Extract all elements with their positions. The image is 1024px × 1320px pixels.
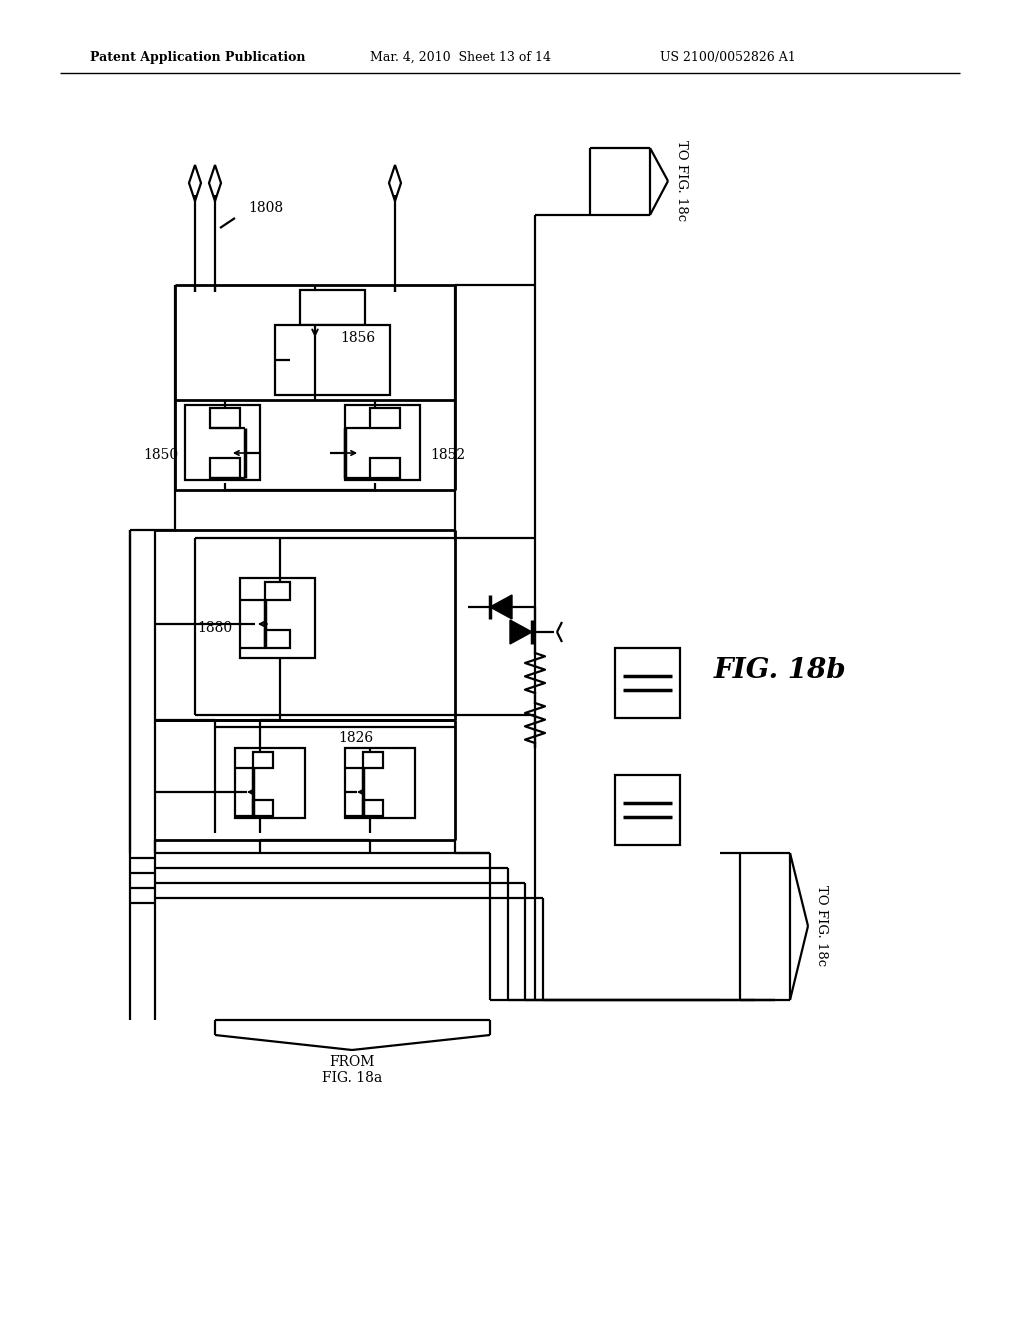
- Polygon shape: [490, 595, 512, 619]
- Bar: [265, 630, 290, 648]
- Bar: [210, 458, 240, 478]
- Bar: [615, 648, 680, 718]
- Bar: [370, 408, 400, 428]
- Bar: [253, 752, 273, 768]
- Bar: [345, 405, 420, 480]
- Bar: [265, 582, 290, 601]
- Text: 1826: 1826: [338, 731, 373, 744]
- Bar: [615, 775, 680, 845]
- Text: Mar. 4, 2010  Sheet 13 of 14: Mar. 4, 2010 Sheet 13 of 14: [370, 50, 551, 63]
- Bar: [362, 800, 383, 816]
- Bar: [362, 752, 383, 768]
- Bar: [253, 800, 273, 816]
- Text: TO FIG. 18c: TO FIG. 18c: [675, 140, 688, 222]
- Text: 1880: 1880: [197, 620, 232, 635]
- Text: US 2100/0052826 A1: US 2100/0052826 A1: [660, 50, 796, 63]
- Text: FROM
FIG. 18a: FROM FIG. 18a: [322, 1055, 382, 1085]
- Bar: [234, 748, 305, 818]
- Text: FIG. 18b: FIG. 18b: [714, 656, 846, 684]
- Polygon shape: [510, 620, 532, 644]
- Bar: [345, 748, 415, 818]
- Bar: [185, 405, 260, 480]
- Bar: [240, 578, 315, 657]
- Text: 1852: 1852: [430, 447, 465, 462]
- Text: 1850: 1850: [143, 447, 178, 462]
- Text: Patent Application Publication: Patent Application Publication: [90, 50, 305, 63]
- Text: 1808: 1808: [248, 201, 283, 215]
- Bar: [370, 458, 400, 478]
- Text: TO FIG. 18c: TO FIG. 18c: [815, 886, 828, 966]
- Bar: [210, 408, 240, 428]
- Bar: [275, 325, 390, 395]
- Bar: [300, 290, 365, 325]
- Text: 1856: 1856: [340, 331, 375, 345]
